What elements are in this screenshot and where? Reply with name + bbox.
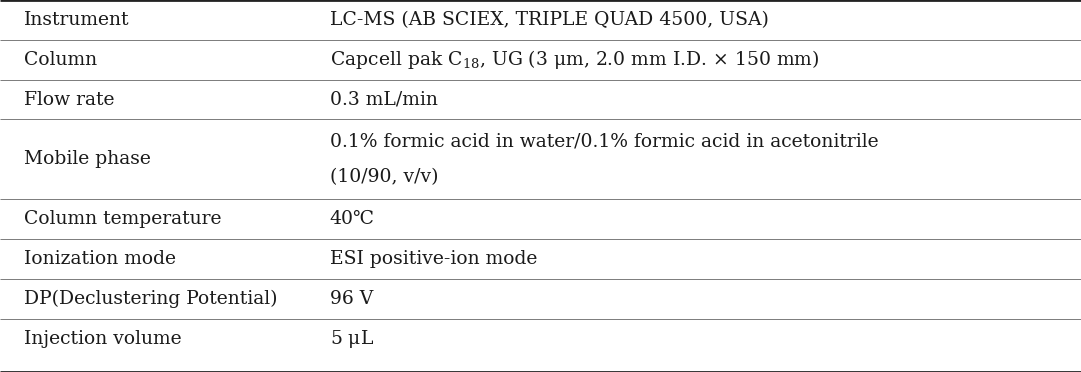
Text: Injection volume: Injection volume: [24, 330, 182, 348]
Text: Column temperature: Column temperature: [24, 210, 222, 228]
Text: Column: Column: [24, 51, 97, 69]
Text: LC-MS (AB SCIEX, TRIPLE QUAD 4500, USA): LC-MS (AB SCIEX, TRIPLE QUAD 4500, USA): [330, 11, 769, 29]
Text: 96 V: 96 V: [330, 290, 373, 308]
Text: 0.3 mL/min: 0.3 mL/min: [330, 90, 438, 109]
Text: Ionization mode: Ionization mode: [24, 250, 176, 268]
Text: 40℃: 40℃: [330, 210, 375, 228]
Text: DP(Declustering Potential): DP(Declustering Potential): [24, 290, 278, 308]
Text: Mobile phase: Mobile phase: [24, 150, 150, 169]
Text: (10/90, v/v): (10/90, v/v): [330, 168, 438, 186]
Text: 5 $\mathregular{\mu}$L: 5 $\mathregular{\mu}$L: [330, 328, 374, 350]
Text: 0.1% formic acid in water/0.1% formic acid in acetonitrile: 0.1% formic acid in water/0.1% formic ac…: [330, 133, 879, 151]
Text: ESI positive-ion mode: ESI positive-ion mode: [330, 250, 537, 268]
Text: Instrument: Instrument: [24, 11, 130, 29]
Text: Capcell pak $\mathregular{C_{18}}$, UG (3 $\mathregular{\mu}$m, 2.0 mm I.D. × 15: Capcell pak $\mathregular{C_{18}}$, UG (…: [330, 48, 819, 71]
Text: Flow rate: Flow rate: [24, 90, 115, 109]
